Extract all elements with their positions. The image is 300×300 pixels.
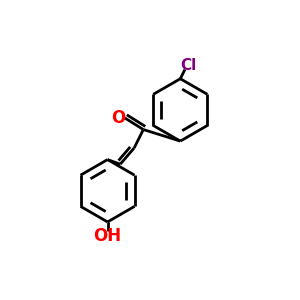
Text: Cl: Cl — [180, 58, 196, 73]
Text: O: O — [111, 109, 125, 127]
Text: OH: OH — [94, 227, 122, 245]
